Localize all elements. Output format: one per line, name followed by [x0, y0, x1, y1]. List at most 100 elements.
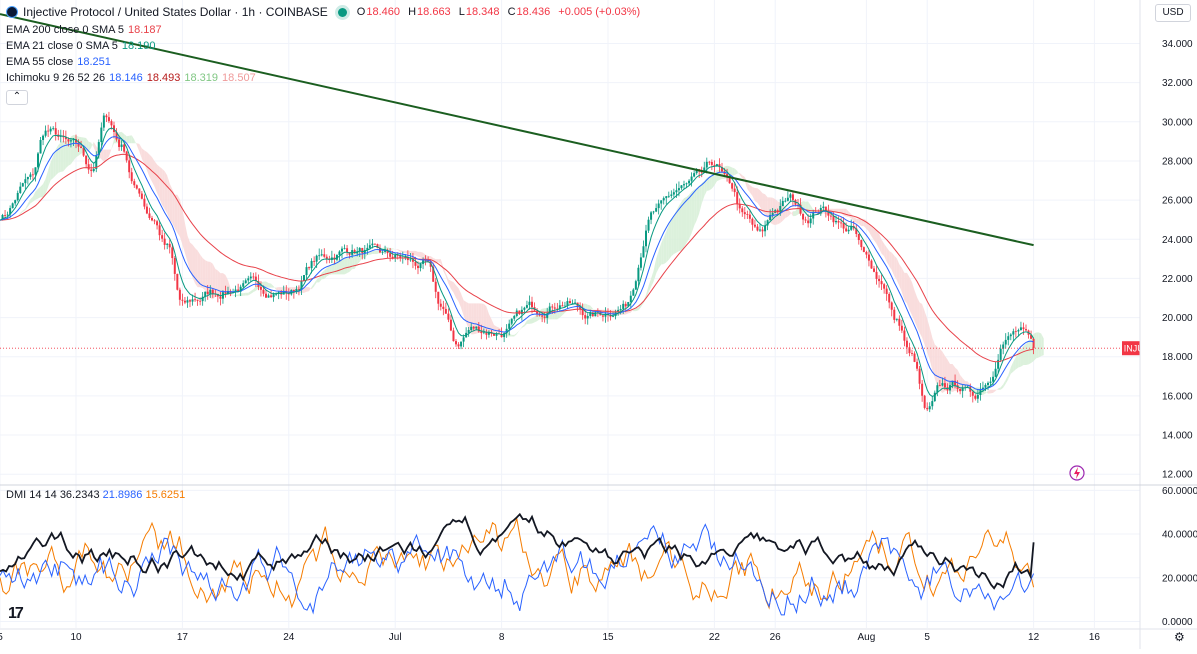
candle-body: [939, 385, 941, 386]
symbol-title[interactable]: Injective Protocol / United States Dolla…: [23, 5, 328, 19]
price-tick-label: 24.000: [1162, 235, 1193, 246]
ichimoku-cloud-segment: [669, 220, 672, 260]
candle-body: [136, 185, 138, 188]
settings-gear-icon[interactable]: ⚙: [1174, 630, 1185, 644]
candle-body: [1033, 339, 1035, 348]
ichimoku-cloud-segment: [91, 142, 94, 148]
ichimoku-cloud-segment: [747, 183, 750, 192]
candle-body: [369, 245, 371, 248]
ichimoku-cloud-segment: [144, 150, 147, 170]
ichimoku-cloud-segment: [372, 251, 375, 254]
ichimoku-cloud-segment: [656, 251, 659, 274]
candle-body: [1020, 327, 1022, 330]
candle-body: [148, 213, 150, 218]
candle-body: [181, 300, 183, 301]
ichimoku-cloud-segment: [139, 144, 142, 159]
candle-body: [919, 369, 921, 384]
candle-body: [914, 354, 916, 362]
ichimoku-cloud-segment: [993, 390, 996, 393]
ichimoku-cloud-segment: [459, 288, 462, 308]
ichimoku-cloud-segment: [137, 143, 140, 151]
candlesticks: [2, 112, 1035, 412]
currency-button[interactable]: USD: [1155, 4, 1191, 22]
candle-body: [126, 152, 128, 161]
candle-body: [475, 327, 477, 329]
ichimoku-cloud-segment: [274, 286, 277, 289]
low-label: L: [459, 6, 465, 18]
ichimoku-cloud-segment: [512, 335, 515, 337]
ichimoku-cloud-segment: [651, 271, 654, 287]
dmi-minus-value: 15.6251: [145, 489, 185, 501]
collapse-legend-button[interactable]: ⌃: [6, 90, 28, 105]
tradingview-logo-icon[interactable]: 17: [8, 605, 22, 623]
ichimoku-cloud-segment: [879, 234, 882, 254]
ema55-value: 18.251: [77, 56, 111, 68]
candle-body: [1015, 331, 1017, 332]
ichimoku-cloud-segment: [588, 305, 591, 310]
candle-body: [455, 341, 457, 344]
candle-body: [632, 290, 634, 296]
candle-body: [995, 369, 997, 377]
lightning-bolt-icon: [1074, 467, 1080, 479]
ichimoku-cloud-segment: [46, 170, 49, 193]
candle-body: [268, 295, 270, 297]
price-tick-label: 34.000: [1162, 39, 1193, 50]
ichimoku-cloud-segment: [149, 155, 152, 182]
dmi-legend[interactable]: DMI 14 14 36.2343 21.8986 15.6251: [6, 489, 185, 501]
candle-body: [493, 334, 495, 336]
time-tick-label: 10: [70, 632, 82, 643]
candle-body: [141, 194, 143, 199]
ichimoku-cloud-segment: [737, 171, 740, 175]
candle-body: [708, 162, 710, 163]
candle-body: [622, 304, 624, 309]
ichimoku-cloud-segment: [1011, 362, 1014, 374]
ichimoku-cloud-segment: [111, 139, 114, 149]
candle-body: [4, 215, 6, 216]
ichimoku-cloud-segment: [590, 306, 593, 310]
candle-body: [620, 309, 622, 310]
candle-body: [810, 219, 812, 224]
ema200-value: 18.187: [128, 24, 162, 36]
candle-body: [663, 198, 665, 200]
ichimoku-cloud-segment: [1039, 332, 1042, 357]
candle-body: [868, 255, 870, 261]
candle-body: [691, 177, 693, 181]
candle-body: [1005, 340, 1007, 345]
candle-body: [848, 230, 850, 231]
candle-body: [34, 167, 36, 174]
price-tick-label: 32.000: [1162, 78, 1193, 89]
open-value: 18.460: [366, 6, 400, 18]
candle-body: [860, 240, 862, 247]
ichimoku-cloud-segment: [884, 244, 887, 262]
candle-body: [749, 215, 751, 219]
candle-body: [660, 200, 662, 203]
candle-body: [655, 208, 657, 211]
ichimoku-cloud-segment: [877, 231, 880, 249]
ichimoku-cloud-segment: [312, 284, 315, 290]
candle-body: [189, 300, 191, 301]
ichimoku-cloud-segment: [1026, 341, 1029, 365]
candle-body: [179, 290, 181, 300]
ichimoku-cloud-segment: [909, 277, 912, 315]
candle-body: [830, 216, 832, 217]
candle-body: [318, 255, 320, 256]
ichimoku-cloud-segment: [687, 195, 690, 243]
symbol-header[interactable]: Injective Protocol / United States Dolla…: [6, 4, 645, 20]
ichimoku-value-4: 18.507: [222, 72, 256, 84]
candle-body: [873, 269, 875, 272]
candle-body: [7, 215, 9, 216]
candle-body: [409, 259, 411, 260]
candle-body: [209, 290, 211, 294]
ichimoku-cloud-segment: [104, 150, 107, 162]
ichimoku-cloud-segment: [988, 390, 991, 394]
time-tick-label: 15: [602, 632, 614, 643]
candle-body: [754, 225, 756, 227]
chevron-up-icon: ⌃: [13, 91, 21, 102]
candle-body: [197, 300, 199, 301]
